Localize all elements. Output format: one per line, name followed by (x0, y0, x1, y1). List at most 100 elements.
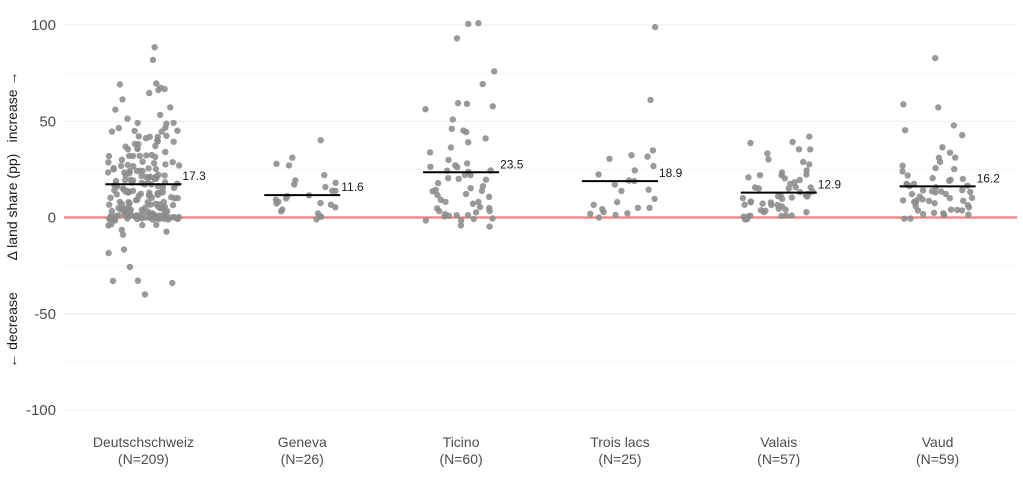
data-point (789, 138, 796, 146)
data-point (475, 20, 482, 27)
data-point (778, 212, 785, 220)
x-category-count: (N=25) (598, 451, 641, 467)
x-category-count: (N=57) (757, 451, 800, 467)
data-point (747, 139, 754, 147)
data-point (161, 85, 168, 93)
data-point (952, 154, 959, 161)
data-point (134, 145, 141, 153)
data-point (136, 152, 143, 160)
data-point (470, 215, 477, 223)
data-point (491, 68, 498, 75)
data-point (950, 122, 958, 129)
data-point (478, 187, 486, 195)
data-point (785, 185, 792, 192)
data-point (118, 226, 126, 234)
data-point (485, 193, 493, 200)
y-tick-label: -50 (34, 306, 56, 323)
data-point (153, 221, 160, 228)
data-point (901, 127, 909, 134)
data-point (768, 201, 775, 209)
data-point (175, 213, 183, 221)
y-axis-label: Δ land share (pp) (4, 154, 20, 261)
data-point (130, 163, 137, 170)
data-point (120, 246, 128, 253)
data-point (782, 206, 789, 213)
data-point (332, 204, 339, 211)
data-point (291, 181, 298, 188)
data-point (109, 277, 117, 285)
data-point (595, 214, 603, 221)
data-point (141, 291, 149, 298)
data-point (804, 193, 811, 200)
data-point (788, 194, 796, 201)
data-point (427, 163, 434, 170)
data-point (946, 177, 953, 184)
data-point (289, 154, 296, 161)
data-point (447, 144, 455, 151)
data-point (139, 158, 146, 165)
y-axis-label-decrease: ← decrease (4, 292, 20, 368)
data-point (651, 23, 659, 31)
data-point (170, 184, 178, 191)
data-point (465, 139, 472, 146)
y-tick-label: -100 (26, 402, 56, 419)
data-point (959, 175, 967, 183)
data-point (148, 194, 155, 201)
data-point (947, 206, 955, 213)
data-point (174, 127, 181, 134)
data-point (646, 204, 653, 211)
data-point (108, 128, 116, 135)
data-point (116, 81, 124, 88)
data-point (489, 103, 496, 110)
data-point (134, 215, 141, 223)
data-point (489, 215, 496, 222)
data-point (739, 194, 747, 202)
data-point (792, 183, 799, 191)
data-point (614, 198, 621, 206)
data-point (946, 149, 954, 156)
data-point (170, 138, 177, 145)
mean-value-label: 11.6 (341, 180, 364, 194)
data-point (122, 172, 129, 179)
data-point (457, 222, 465, 229)
data-point (152, 165, 160, 173)
data-point (454, 164, 461, 171)
data-point (919, 196, 926, 203)
data-point (151, 214, 159, 221)
data-point (168, 194, 175, 201)
data-point (650, 162, 657, 170)
data-point (954, 206, 961, 214)
data-point (162, 161, 169, 168)
data-point (426, 149, 434, 156)
data-point (317, 213, 325, 220)
data-point (964, 202, 972, 209)
x-category-count: (N=59) (916, 451, 959, 467)
data-point (611, 181, 618, 188)
data-point (422, 106, 429, 113)
data-point (134, 119, 141, 127)
data-point (946, 194, 953, 202)
data-point (107, 194, 114, 201)
data-point (932, 164, 939, 172)
data-point (322, 183, 329, 191)
data-point (759, 200, 766, 207)
data-point (134, 196, 141, 203)
mean-value-label: 17.3 (182, 169, 206, 183)
data-point (795, 146, 803, 153)
data-point (105, 249, 112, 257)
data-point (469, 200, 477, 207)
data-point (321, 171, 328, 179)
data-point (486, 207, 493, 215)
data-point (463, 100, 471, 108)
data-point (317, 199, 324, 207)
data-point (756, 172, 764, 179)
data-point (806, 161, 813, 168)
data-point (800, 158, 807, 166)
data-point (119, 231, 127, 238)
data-point (920, 210, 927, 218)
data-point (161, 172, 168, 179)
data-point (434, 179, 442, 187)
data-point (932, 189, 939, 196)
data-point (156, 111, 164, 119)
